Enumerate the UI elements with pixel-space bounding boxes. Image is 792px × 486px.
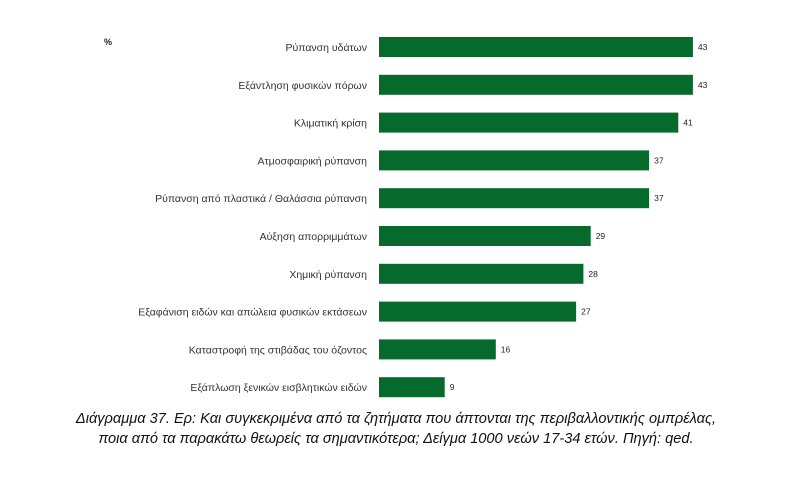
value-label: 28 [588, 269, 598, 279]
value-label: 37 [654, 193, 664, 203]
category-label: Εξάπλωση ξενικών εισβλητικών ειδών [190, 382, 367, 394]
value-label: 37 [654, 155, 664, 165]
figure-caption: Διάγραμμα 37. Ερ: Και συγκεκριμένα από τ… [0, 409, 792, 449]
value-label: 29 [596, 231, 606, 241]
bar [379, 112, 679, 133]
caption-line-2: ποια από τα παρακάτω θεωρείς τα σημαντικ… [98, 431, 694, 447]
category-label: Εξαφάνιση ειδών και απώλεια φυσικών εκτά… [138, 307, 367, 319]
category-label: Χημική ρύπανση [289, 269, 367, 281]
category-label: Ατμοσφαιρική ρύπανση [258, 155, 368, 167]
bar [379, 226, 591, 246]
category-label: Εξάντληση φυσικών πόρων [238, 80, 367, 92]
bar [379, 37, 693, 57]
caption-line-1: Διάγραμμα 37. Ερ: Και συγκεκριμένα από τ… [75, 411, 717, 427]
value-label: 27 [581, 307, 591, 317]
category-label: Αύξηση απορριμμάτων [260, 231, 367, 243]
chart: % Ρύπανση υδάτων 43 Εξάντληση φυσικών πόρω… [104, 37, 708, 398]
bar-chart-svg: Ρύπανση υδάτων 43 Εξάντληση φυσικών πόρων 4… [138, 37, 708, 398]
unit-label: % [104, 37, 113, 47]
value-label: 43 [698, 80, 708, 90]
value-label: 9 [450, 382, 455, 392]
bar [379, 339, 496, 360]
bar [379, 150, 650, 171]
bar [379, 263, 584, 284]
value-label: 16 [501, 344, 511, 354]
bar [379, 74, 693, 95]
category-label: Ρύπανση από πλαστικά / Θαλάσσια ρύπανση [155, 193, 367, 205]
bar [379, 377, 445, 398]
category-label: Ρύπανση υδάτων [285, 42, 367, 54]
bar [379, 301, 577, 322]
bar [379, 188, 650, 209]
category-label: Καταστροφή της στιβάδας του όζοντος [189, 344, 367, 356]
category-label: Κλιματική κρίση [294, 118, 367, 130]
value-label: 41 [683, 118, 693, 128]
value-label: 43 [698, 42, 708, 52]
